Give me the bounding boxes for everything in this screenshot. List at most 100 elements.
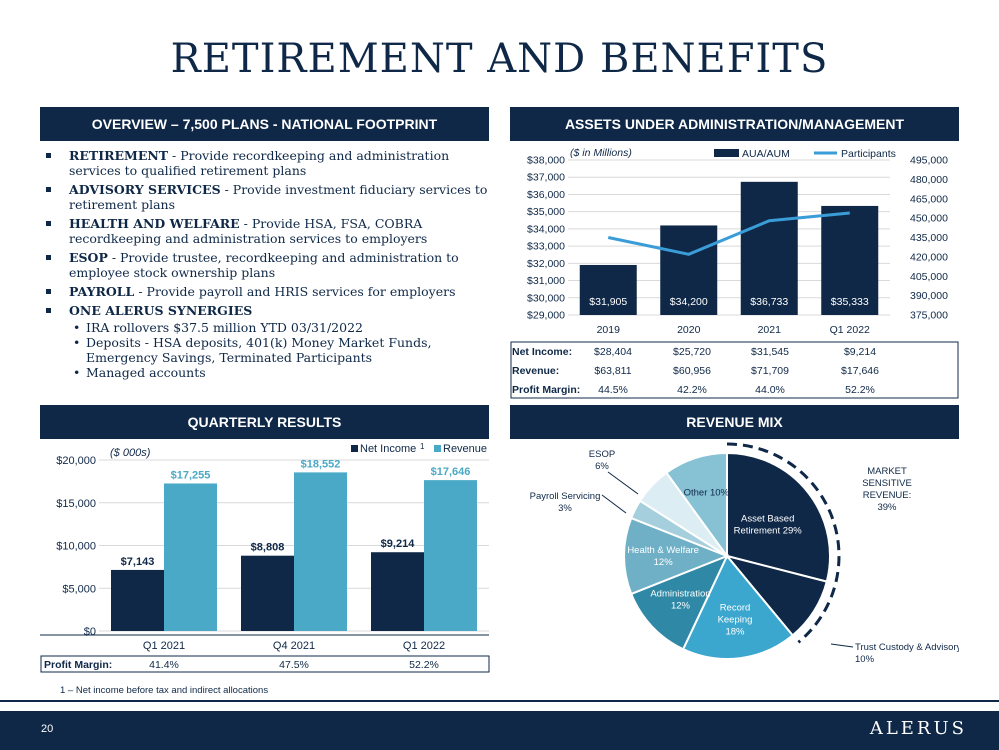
page-number: 20 (41, 723, 54, 735)
slice-label: Record (720, 602, 751, 613)
footnote: 1 – Net income before tax and indirect a… (60, 685, 269, 696)
x-tick-label: 2021 (758, 324, 782, 336)
overview-item-term: ESOP (69, 250, 108, 265)
alerus-logo: ALERUS (869, 718, 967, 739)
footer-divider (0, 700, 999, 702)
slice-label: ESOP (589, 449, 615, 460)
pie-slice (681, 554, 795, 660)
overview-header: OVERVIEW – 7,500 PLANS - NATIONAL FOOTPR… (40, 107, 489, 141)
slice-label: 3% (558, 503, 572, 514)
x-tick-label: 2019 (597, 324, 621, 336)
x-tick-label: 2020 (677, 324, 701, 336)
x-tick-label: Q1 2021 (143, 640, 185, 652)
leader-line (601, 494, 627, 514)
overview-item-text: - Provide HSA, FSA, COBRA recordkeeping … (69, 216, 428, 246)
overview-list: RETIREMENT - Provide recordkeeping and a… (44, 148, 489, 384)
legend-label: Net Income (360, 443, 416, 455)
overview-item-text: - Provide recordkeeping and administrati… (69, 148, 450, 178)
unit-note: ($ 000s) (110, 447, 151, 459)
bar (579, 264, 637, 315)
table-cell: $25,720 (673, 346, 711, 358)
data-label: $17,646 (431, 466, 471, 478)
aua-chart: $29,000 $30,000 $31,000 $32,000 $33,000 $34,0… (527, 147, 948, 336)
leader-line (607, 471, 639, 495)
bar (660, 225, 718, 315)
table-cell: $71,709 (751, 365, 789, 377)
overview-item-text: - Provide investment fiduciary services … (69, 182, 488, 212)
y-tick-label: $0 (84, 626, 96, 638)
aua-header: ASSETS UNDER ADMINISTRATION/MANAGEMENT (510, 107, 959, 141)
bar (111, 569, 164, 631)
slice-label: Keeping (718, 614, 753, 625)
overview-item: RETIREMENT - Provide recordkeeping and a… (44, 148, 489, 178)
table-row-label: Revenue: (512, 365, 559, 377)
overview-item-term: ADVISORY SERVICES (69, 182, 221, 197)
y-tick-label: $15,000 (56, 498, 96, 510)
data-label: $34,200 (670, 296, 708, 308)
table-cell: 44.0% (755, 384, 785, 396)
slice-label: Other 10% (684, 487, 730, 498)
table-cell: $28,404 (594, 346, 632, 358)
profit-margin-box (40, 655, 490, 673)
market-note: SENSITIVE (862, 478, 912, 489)
pie-slice (665, 451, 728, 560)
profit-margin-value: 41.4% (149, 659, 179, 671)
y2-tick-label: 480,000 (910, 174, 948, 186)
legend-swatch (351, 445, 358, 452)
y2-tick-label: 375,000 (910, 310, 948, 322)
footnote-marker: 1 (420, 442, 425, 451)
slice-label: 18% (725, 626, 745, 637)
overview-item-text: - Provide payroll and HRIS services for … (134, 284, 456, 299)
legend-swatch (434, 445, 441, 452)
profit-margin-value: 52.2% (409, 659, 439, 671)
data-label: $31,905 (589, 296, 627, 308)
table-cell: 42.2% (677, 384, 707, 396)
quarterly-header: QUARTERLY RESULTS (40, 405, 489, 439)
y-tick-label: $5,000 (62, 583, 96, 595)
synergy-item: Deposits - HSA deposits, 401(k) Money Ma… (69, 335, 489, 365)
y2-tick-label: 390,000 (910, 290, 948, 302)
legend-label: AUA/AUM (742, 148, 790, 160)
table-row-label: Profit Margin: (512, 384, 580, 396)
slice-label: 6% (595, 461, 609, 472)
synergy-item: IRA rollovers $37.5 million YTD 03/31/20… (69, 320, 489, 335)
aua-table-border (510, 341, 959, 399)
overview-item: PAYROLL - Provide payroll and HRIS servi… (44, 284, 489, 299)
slice-label: Health & Welfare (627, 545, 699, 556)
overview-item: HEALTH AND WELFARE - Provide HSA, FSA, C… (44, 216, 489, 246)
y2-tick-label: 450,000 (910, 213, 948, 225)
slice-label: 12% (654, 557, 674, 568)
market-sensitive-arc (726, 442, 841, 644)
y-tick-label: $29,000 (527, 310, 565, 322)
y2-tick-label: 420,000 (910, 251, 948, 263)
slice-label: Payroll Servicing (530, 491, 601, 502)
data-label: $36,733 (750, 296, 788, 308)
y-tick-label: $36,000 (527, 189, 565, 201)
market-note: REVENUE: (863, 490, 912, 501)
market-note: 39% (877, 502, 897, 513)
y-tick-label: $10,000 (56, 541, 96, 553)
data-label: $7,143 (121, 556, 155, 568)
bar (740, 181, 798, 315)
data-label: $18,552 (301, 458, 341, 470)
aua-table: Net Income: Revenue: Profit Margin: $28,… (510, 341, 959, 399)
bar (821, 205, 879, 315)
slice-label: Trust Custody & Advisory (855, 642, 959, 653)
x-tick-label: Q4 2021 (273, 640, 315, 652)
bar (164, 483, 217, 631)
overview-item: ADVISORY SERVICES - Provide investment f… (44, 182, 489, 212)
slice-label: Retirement 29% (734, 525, 803, 536)
synergy-item: Managed accounts (69, 365, 489, 380)
table-cell: $17,646 (841, 365, 879, 377)
participants-line (607, 211, 850, 256)
bar (424, 480, 477, 631)
y-tick-label: $30,000 (527, 292, 565, 304)
overview-item: ONE ALERUS SYNERGIES IRA rollovers $37.5… (44, 303, 489, 380)
unit-note: ($ in Millions) (570, 147, 632, 159)
y-tick-label: $31,000 (527, 275, 565, 287)
profit-margin-value: 47.5% (279, 659, 309, 671)
bar (241, 555, 294, 631)
y2-tick-label: 465,000 (910, 193, 948, 205)
data-label: $35,333 (831, 296, 869, 308)
y-tick-label: $37,000 (527, 172, 565, 184)
